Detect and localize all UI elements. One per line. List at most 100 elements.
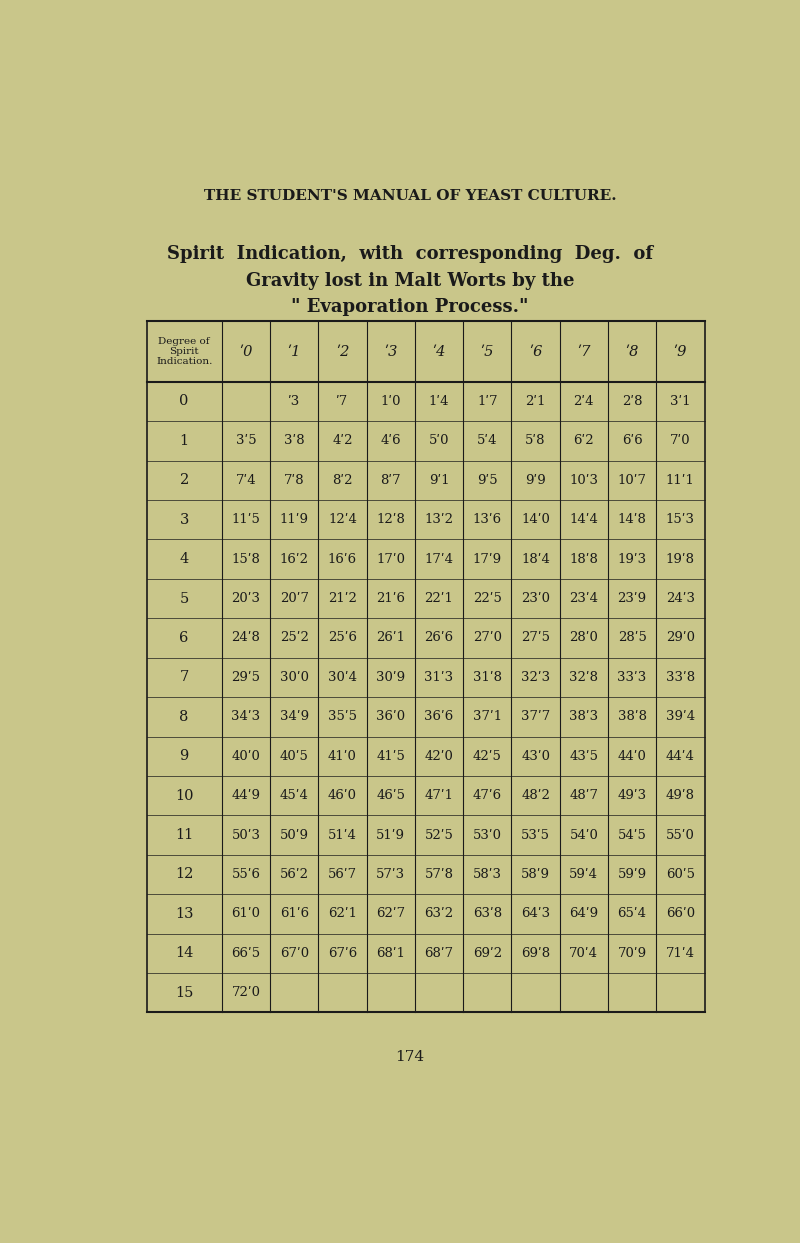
Text: 24ʹ8: 24ʹ8 xyxy=(231,631,261,644)
Text: 47ʹ6: 47ʹ6 xyxy=(473,789,502,802)
Text: 32ʹ8: 32ʹ8 xyxy=(570,671,598,684)
Text: 39ʹ4: 39ʹ4 xyxy=(666,710,695,723)
Text: 36ʹ6: 36ʹ6 xyxy=(425,710,454,723)
Text: 42ʹ5: 42ʹ5 xyxy=(473,750,502,763)
Text: 35ʹ5: 35ʹ5 xyxy=(328,710,357,723)
Text: 15ʹ8: 15ʹ8 xyxy=(231,553,261,566)
Text: 37ʹ1: 37ʹ1 xyxy=(473,710,502,723)
Text: 59ʹ9: 59ʹ9 xyxy=(618,868,646,881)
Text: 1ʹ0: 1ʹ0 xyxy=(381,395,401,408)
Text: 44ʹ9: 44ʹ9 xyxy=(231,789,261,802)
Text: 56ʹ7: 56ʹ7 xyxy=(328,868,357,881)
Text: 0: 0 xyxy=(179,394,189,409)
Text: 12ʹ8: 12ʹ8 xyxy=(376,513,406,526)
Text: " Evaporation Process.": " Evaporation Process." xyxy=(291,298,529,317)
Text: Gravity lost in Malt Worts by the: Gravity lost in Malt Worts by the xyxy=(246,272,574,290)
Text: Degree of
Spirit
Indication.: Degree of Spirit Indication. xyxy=(156,337,212,367)
Text: 30ʹ9: 30ʹ9 xyxy=(376,671,406,684)
Text: 6: 6 xyxy=(179,631,189,645)
Text: 34ʹ3: 34ʹ3 xyxy=(231,710,261,723)
Text: ʹ3: ʹ3 xyxy=(384,344,398,358)
Text: ʹ4: ʹ4 xyxy=(432,344,446,358)
Text: 5ʹ4: 5ʹ4 xyxy=(477,434,498,447)
Text: 17ʹ9: 17ʹ9 xyxy=(473,553,502,566)
Text: 68ʹ1: 68ʹ1 xyxy=(376,947,406,960)
Text: 43ʹ5: 43ʹ5 xyxy=(570,750,598,763)
Text: 31ʹ8: 31ʹ8 xyxy=(473,671,502,684)
Text: 3ʹ5: 3ʹ5 xyxy=(236,434,256,447)
Text: 41ʹ5: 41ʹ5 xyxy=(376,750,406,763)
Text: 14ʹ0: 14ʹ0 xyxy=(521,513,550,526)
Text: 26ʹ1: 26ʹ1 xyxy=(376,631,406,644)
Text: 58ʹ9: 58ʹ9 xyxy=(521,868,550,881)
Text: 37ʹ7: 37ʹ7 xyxy=(521,710,550,723)
Text: 63ʹ2: 63ʹ2 xyxy=(425,907,454,920)
Text: 33ʹ3: 33ʹ3 xyxy=(618,671,646,684)
Text: 29ʹ0: 29ʹ0 xyxy=(666,631,695,644)
Text: 69ʹ8: 69ʹ8 xyxy=(521,947,550,960)
Text: 18ʹ4: 18ʹ4 xyxy=(521,553,550,566)
Text: 27ʹ0: 27ʹ0 xyxy=(473,631,502,644)
Text: 38ʹ8: 38ʹ8 xyxy=(618,710,646,723)
Text: 18ʹ8: 18ʹ8 xyxy=(570,553,598,566)
Text: 15: 15 xyxy=(175,986,194,999)
Text: 46ʹ5: 46ʹ5 xyxy=(376,789,406,802)
Text: 42ʹ0: 42ʹ0 xyxy=(425,750,454,763)
Text: 7ʹ0: 7ʹ0 xyxy=(670,434,690,447)
Text: 50ʹ3: 50ʹ3 xyxy=(231,829,261,842)
Text: 3ʹ1: 3ʹ1 xyxy=(670,395,690,408)
Text: 57ʹ3: 57ʹ3 xyxy=(376,868,406,881)
Text: 5ʹ8: 5ʹ8 xyxy=(526,434,546,447)
Text: 63ʹ8: 63ʹ8 xyxy=(473,907,502,920)
Text: 48ʹ2: 48ʹ2 xyxy=(521,789,550,802)
Text: 67ʹ6: 67ʹ6 xyxy=(328,947,357,960)
Text: 9ʹ1: 9ʹ1 xyxy=(429,474,450,487)
Text: 14ʹ4: 14ʹ4 xyxy=(570,513,598,526)
Text: 2: 2 xyxy=(179,474,189,487)
Text: 26ʹ6: 26ʹ6 xyxy=(425,631,454,644)
Text: 64ʹ9: 64ʹ9 xyxy=(570,907,598,920)
Text: 7ʹ8: 7ʹ8 xyxy=(284,474,305,487)
Text: 23ʹ4: 23ʹ4 xyxy=(570,592,598,605)
Text: 23ʹ0: 23ʹ0 xyxy=(521,592,550,605)
Text: ʹ0: ʹ0 xyxy=(239,344,253,358)
Text: 25ʹ6: 25ʹ6 xyxy=(328,631,357,644)
Text: 66ʹ0: 66ʹ0 xyxy=(666,907,695,920)
Text: 13: 13 xyxy=(175,907,194,921)
Text: 28ʹ0: 28ʹ0 xyxy=(570,631,598,644)
Text: 69ʹ2: 69ʹ2 xyxy=(473,947,502,960)
Text: 16ʹ2: 16ʹ2 xyxy=(280,553,309,566)
Text: Spirit  Indication,  with  corresponding  Deg.  of: Spirit Indication, with corresponding De… xyxy=(167,245,653,262)
Text: 4ʹ2: 4ʹ2 xyxy=(332,434,353,447)
Text: 2ʹ8: 2ʹ8 xyxy=(622,395,642,408)
Text: 43ʹ0: 43ʹ0 xyxy=(521,750,550,763)
Text: 36ʹ0: 36ʹ0 xyxy=(376,710,406,723)
Text: 54ʹ5: 54ʹ5 xyxy=(618,829,646,842)
Text: 2ʹ1: 2ʹ1 xyxy=(526,395,546,408)
Text: 19ʹ3: 19ʹ3 xyxy=(618,553,646,566)
Text: 17ʹ0: 17ʹ0 xyxy=(376,553,406,566)
Text: 3: 3 xyxy=(179,512,189,527)
Text: 70ʹ4: 70ʹ4 xyxy=(570,947,598,960)
Text: 1: 1 xyxy=(180,434,189,447)
Text: 41ʹ0: 41ʹ0 xyxy=(328,750,357,763)
Text: 10ʹ7: 10ʹ7 xyxy=(618,474,646,487)
Text: ʹ6: ʹ6 xyxy=(529,344,542,358)
Text: 53ʹ5: 53ʹ5 xyxy=(521,829,550,842)
Text: ʹ2: ʹ2 xyxy=(336,344,349,358)
Text: 71ʹ4: 71ʹ4 xyxy=(666,947,695,960)
Text: 70ʹ9: 70ʹ9 xyxy=(618,947,646,960)
Text: ʹ8: ʹ8 xyxy=(626,344,638,358)
Text: 25ʹ2: 25ʹ2 xyxy=(280,631,309,644)
Text: 21ʹ2: 21ʹ2 xyxy=(328,592,357,605)
Text: 19ʹ8: 19ʹ8 xyxy=(666,553,695,566)
Text: ʹ7: ʹ7 xyxy=(577,344,590,358)
Text: 21ʹ6: 21ʹ6 xyxy=(376,592,406,605)
Text: 51ʹ4: 51ʹ4 xyxy=(328,829,357,842)
Text: 3ʹ8: 3ʹ8 xyxy=(284,434,305,447)
Text: 9ʹ9: 9ʹ9 xyxy=(525,474,546,487)
Text: 28ʹ5: 28ʹ5 xyxy=(618,631,646,644)
Text: 22ʹ5: 22ʹ5 xyxy=(473,592,502,605)
Text: 47ʹ1: 47ʹ1 xyxy=(425,789,454,802)
Text: 72ʹ0: 72ʹ0 xyxy=(231,986,261,999)
